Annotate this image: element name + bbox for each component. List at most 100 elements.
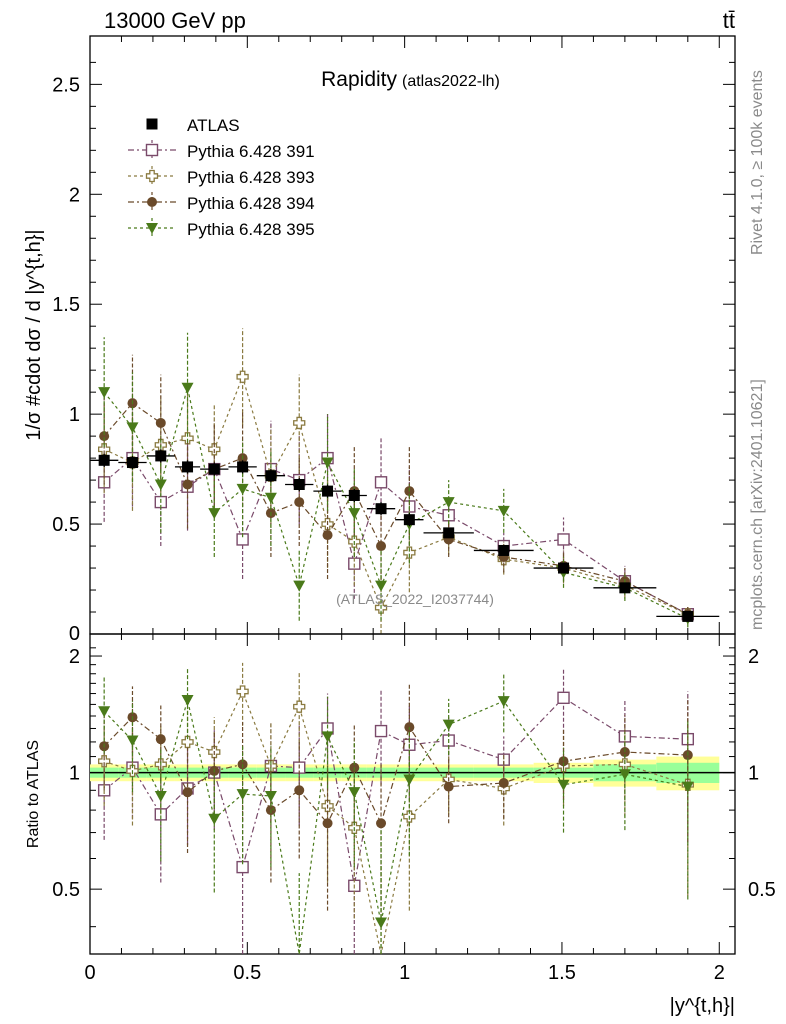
series-4-point — [497, 505, 510, 517]
series-2-point-shape — [293, 416, 306, 430]
series-3-ratio-point — [294, 785, 305, 796]
series-4-point — [181, 382, 194, 394]
x-tick-label: 2 — [714, 962, 725, 984]
series-2-point-shape — [181, 432, 194, 445]
atlas-point — [182, 461, 194, 473]
series-1-ratio-point — [374, 724, 388, 738]
series-2-ratio-point — [293, 700, 306, 713]
series-2-ratio-point-shape — [236, 685, 249, 698]
series-1-point-shape — [557, 533, 570, 546]
atlas-point — [348, 489, 360, 501]
legend-marker-2-shape — [145, 169, 159, 183]
series-4-point-shape — [126, 422, 139, 434]
header-right: tt̄ — [723, 8, 735, 33]
atlas-point — [237, 461, 249, 473]
series-4-ratio-point-shape — [618, 769, 631, 781]
series-4-ratio-point-shape — [126, 735, 139, 747]
atlas-point-shape — [375, 503, 387, 515]
x-tick-label: 1.5 — [548, 962, 576, 984]
series-4-ratio-point-shape — [497, 696, 510, 708]
series-4-point — [321, 457, 334, 469]
series-4-ratio-point-shape — [403, 774, 416, 786]
legend-marker-4 — [146, 223, 158, 234]
series-4-ratio-point — [98, 706, 111, 718]
y-tick-label: 0.5 — [52, 514, 80, 536]
ratio-y-tick-label-right: 1 — [748, 763, 759, 785]
series-3-ratio-point-shape — [322, 818, 333, 829]
series-4-ratio-point — [557, 779, 570, 791]
series-4-ratio-point — [181, 694, 194, 706]
series-4-point-shape — [375, 580, 388, 592]
series-4-point — [293, 580, 306, 592]
series-4-ratio-point-shape — [98, 706, 111, 718]
atlas-point — [498, 544, 510, 556]
series-4-ratio-point — [497, 696, 510, 708]
ratio-y-tick-label: 0.5 — [52, 879, 80, 901]
atlas-point-shape — [443, 527, 455, 539]
legend-label-4: Pythia 6.428 395 — [187, 220, 315, 239]
ratio-y-axis-label: Ratio to ATLAS — [25, 740, 42, 848]
x-axis-label: |y^{t,h}| — [670, 995, 735, 1017]
series-2-ratio-point — [236, 685, 249, 698]
x-tick-label: 1 — [399, 962, 410, 984]
series-4-ratio-point-shape — [208, 813, 221, 825]
series-3-ratio-point-shape — [294, 785, 305, 796]
series-4-ratio-point — [208, 813, 221, 825]
series-4-line — [103, 387, 689, 620]
series-2-ratio-point — [181, 735, 194, 749]
legend-marker-2 — [145, 169, 159, 183]
x-tick-label: 0 — [84, 962, 95, 984]
atlas-point-shape — [619, 582, 631, 594]
series-4-point — [154, 479, 167, 491]
ratio-y-tick-label-right: 2 — [748, 646, 759, 668]
series-4-ratio-point-shape — [557, 779, 570, 791]
series-4-ratio-point-shape — [681, 781, 694, 793]
series-4-point — [264, 492, 277, 504]
y-tick-label: 2.5 — [52, 74, 80, 96]
legend-label-2: Pythia 6.428 393 — [187, 168, 315, 187]
x-tick-label: 0.5 — [233, 962, 261, 984]
series-3-ratio-point — [322, 818, 333, 829]
chart-subtitle: (atlas2022-lh) — [402, 73, 500, 90]
atlas-point-shape — [126, 457, 138, 469]
atlas-point — [155, 450, 167, 462]
series-2-point — [293, 416, 306, 430]
series-2-ratio-point-shape — [293, 700, 306, 713]
chart-title: Rapidity — [321, 68, 397, 91]
series-3-ratio-point-shape — [443, 781, 454, 792]
series-2-point — [403, 546, 416, 559]
series-4-ratio-point — [264, 791, 277, 803]
atlas-point-shape — [558, 562, 570, 574]
series-4-ratio-point — [126, 735, 139, 747]
series-4-ratio-point — [321, 731, 334, 743]
series-3-point — [155, 417, 166, 428]
series-4-ratio-point — [154, 791, 167, 803]
series-3-ratio-point — [443, 781, 454, 792]
series-2-ratio-point — [98, 755, 111, 768]
watermark: (ATLAS_2022_I2037744) — [336, 591, 494, 607]
main-panel: 0.5 1 1.5 2 2.5 0 Rapidity (atlas2022-lh) (AT… — [23, 35, 736, 645]
series-3-point-shape — [155, 417, 166, 428]
ratio-ticks: 0 0.5 1 1.5 2 0.5 0.5 1 1 2 2 — [52, 634, 776, 984]
series-4-ratio-point — [403, 774, 416, 786]
series-4-point-shape — [236, 483, 249, 495]
series-2-ratio-point-shape — [98, 755, 111, 768]
ratio-plot-frame — [89, 633, 736, 955]
series-3-ratio-point — [182, 787, 193, 798]
y-tick-label: 1 — [69, 404, 80, 426]
atlas-reference-points — [90, 449, 720, 622]
series-4-point — [375, 580, 388, 592]
atlas-point-shape — [155, 450, 167, 462]
atlas-point-shape — [293, 479, 305, 490]
series-3-ratio-point-shape — [376, 818, 387, 829]
series-4-point — [208, 508, 221, 520]
series-1-point — [374, 476, 388, 489]
legend-atlas-label: ATLAS — [187, 116, 240, 135]
series-4-point-shape — [264, 492, 277, 504]
y-tick-label: 2 — [69, 184, 80, 206]
atlas-point — [98, 454, 110, 466]
atlas-point-shape — [322, 485, 334, 497]
series-1-point-shape — [374, 476, 388, 489]
series-4-point — [98, 387, 111, 399]
atlas-point-shape — [348, 489, 360, 501]
